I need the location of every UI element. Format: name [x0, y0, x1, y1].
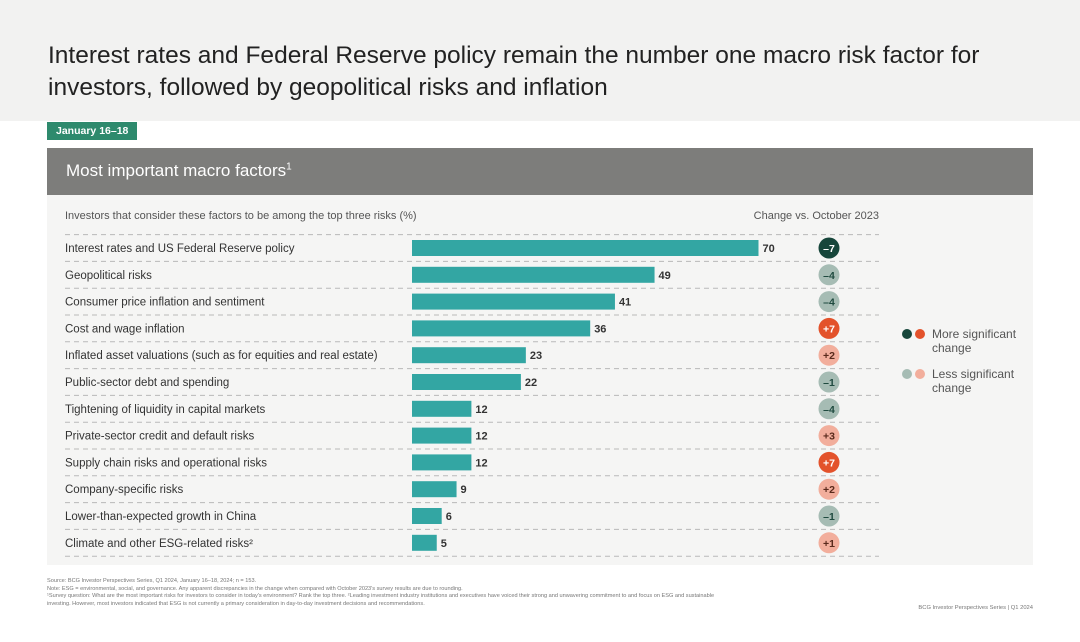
chart-panel: Investors that consider these factors to…: [47, 195, 1033, 565]
bar: [412, 320, 591, 337]
category-label: Public-sector debt and spending: [65, 377, 229, 389]
value-label: 36: [594, 323, 606, 335]
bar: [412, 534, 437, 551]
category-label: Cost and wage inflation: [65, 323, 185, 335]
change-circle: [818, 532, 840, 554]
legend-more-label: More significant change: [932, 327, 1017, 355]
legend-more-significant: More significant change: [902, 327, 1032, 355]
legend-less-label: Less significant change: [932, 367, 1015, 395]
value-label: 22: [525, 377, 537, 389]
value-label: 12: [475, 431, 487, 443]
value-label: 5: [441, 538, 447, 550]
category-label: Lower-than-expected growth in China: [65, 511, 257, 523]
category-label: Interest rates and US Federal Reserve po…: [65, 243, 295, 255]
category-label: Tightening of liquidity in capital marke…: [65, 404, 266, 416]
footer-right: BCG Investor Perspectives Series | Q1 20…: [918, 605, 1033, 611]
footnote-source: Source: BCG Investor Perspectives Series…: [47, 578, 257, 584]
chart-subtitle: Investors that consider these factors to…: [65, 210, 417, 222]
change-circle: [818, 237, 840, 259]
change-label: +7: [823, 457, 835, 469]
category-label: Private-sector credit and default risks: [65, 431, 254, 443]
change-label: +2: [823, 484, 835, 496]
value-label: 12: [475, 457, 487, 469]
panel-title-text: Most important macro factors: [66, 161, 287, 180]
legend-dark-orange-dot: [915, 329, 925, 339]
legend-light-orange-dot: [915, 369, 925, 379]
legend-less-significant: Less significant change: [902, 367, 1032, 395]
change-label: –4: [823, 270, 835, 282]
bar: [412, 400, 472, 417]
change-label: +3: [823, 431, 835, 443]
panel-title: Most important macro factors1: [66, 161, 292, 181]
value-label: 70: [763, 243, 775, 255]
category-label: Geopolitical risks: [65, 270, 152, 282]
value-label: 12: [475, 404, 487, 416]
change-circle: [818, 371, 840, 393]
change-label: +1: [823, 538, 835, 550]
change-label: –4: [823, 297, 835, 309]
change-label: –4: [823, 404, 835, 416]
change-circle: [818, 478, 840, 500]
legend-light-green-dot: [902, 369, 912, 379]
header: Interest rates and Federal Reserve polic…: [0, 0, 1080, 121]
change-circle: [818, 398, 840, 420]
category-label: Inflated asset valuations (such as for e…: [65, 350, 378, 362]
date-badge: January 16–18: [47, 122, 138, 140]
value-label: 6: [446, 511, 452, 523]
change-circle: [818, 344, 840, 366]
bar: [412, 481, 457, 498]
legend: More significant change Less significant…: [902, 327, 1032, 407]
change-label: –7: [823, 243, 835, 255]
bar: [412, 347, 526, 364]
value-label: 49: [659, 270, 671, 282]
bar-chart: Investors that consider these factors to…: [65, 210, 879, 557]
change-header: Change vs. October 2023: [754, 210, 879, 222]
value-label: 23: [530, 350, 542, 362]
footnote-note: Note: ESG = environmental, social, and g…: [47, 585, 463, 592]
change-label: +7: [823, 323, 835, 335]
change-circle: [818, 291, 840, 313]
panel-header: Most important macro factors1: [47, 148, 1033, 195]
footnotes: Source: BCG Investor Perspectives Series…: [47, 578, 877, 608]
bar: [412, 427, 472, 444]
footnote-survey: ¹Survey question: What are the most impo…: [47, 593, 715, 600]
page-title: Interest rates and Federal Reserve polic…: [48, 42, 980, 101]
change-circle: [818, 425, 840, 447]
bar: [412, 240, 759, 256]
value-label: 41: [619, 297, 631, 309]
footnote-esg: investing. However, most investors indic…: [47, 600, 425, 607]
change-circle: [818, 264, 840, 286]
value-label: 9: [461, 484, 467, 496]
panel-title-footnote-marker: 1: [286, 161, 292, 173]
change-label: +2: [823, 350, 835, 362]
bar: [412, 374, 521, 390]
category-label: Climate and other ESG-related risks²: [65, 538, 253, 550]
bar: [412, 293, 615, 310]
change-label: –1: [823, 377, 835, 389]
legend-dark-green-dot: [902, 329, 912, 339]
change-circle: [818, 451, 840, 473]
bar: [412, 454, 472, 471]
change-label: –1: [823, 511, 835, 523]
change-circle: [818, 317, 840, 339]
category-label: Company-specific risks: [65, 484, 183, 496]
change-circle: [818, 505, 840, 527]
category-label: Consumer price inflation and sentiment: [65, 297, 265, 309]
bar: [412, 266, 655, 283]
bar: [412, 508, 442, 524]
category-label: Supply chain risks and operational risks: [65, 457, 267, 469]
